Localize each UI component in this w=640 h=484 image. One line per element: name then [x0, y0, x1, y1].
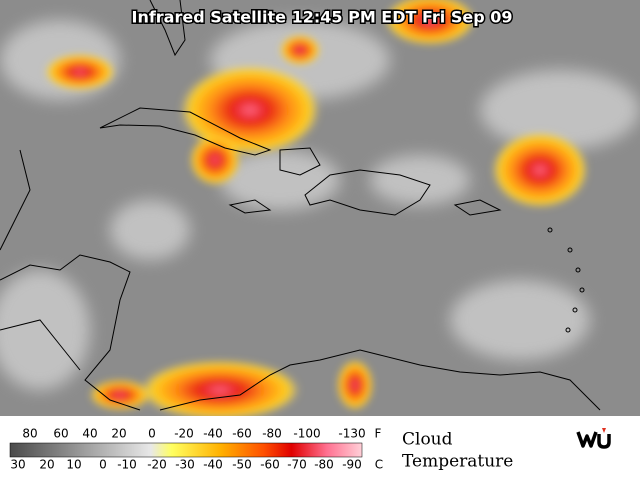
legend-caption: Temperature	[402, 452, 513, 472]
celsius-label: -30	[175, 458, 195, 472]
celsius-label: -90	[342, 458, 362, 472]
fahrenheit-label: 60	[53, 427, 68, 441]
fahrenheit-label: -100	[293, 427, 320, 441]
celsius-label: -60	[260, 458, 280, 472]
celsius-labels: 30 20 10 0 -10 -20 -30 -40 -50 -60 -70 -80 -90	[10, 458, 361, 472]
color-scale	[9, 442, 363, 458]
title: Infrared Satellite 12:45 PM EDT Fri Sep …	[131, 8, 512, 27]
fahrenheit-label: -80	[262, 427, 282, 441]
fahrenheit-label: 0	[148, 427, 156, 441]
fahrenheit-label: -130	[338, 427, 365, 441]
fahrenheit-label: -40	[203, 427, 223, 441]
fahrenheit-labels: 80 60 40 20 0 -20 -40 -60 -80 -100 -130	[22, 427, 365, 441]
celsius-label: -20	[147, 458, 167, 472]
celsius-unit: C	[375, 458, 383, 472]
celsius-label: -70	[287, 458, 307, 472]
legend-caption: Cloud	[402, 430, 453, 450]
fahrenheit-label: -20	[174, 427, 194, 441]
celsius-label: 30	[10, 458, 25, 472]
imagery	[0, 0, 640, 420]
fahrenheit-label: 80	[22, 427, 37, 441]
fahrenheit-label: 20	[111, 427, 126, 441]
fahrenheit-label: -60	[232, 427, 252, 441]
fahrenheit-unit: F	[375, 427, 382, 441]
celsius-label: 10	[66, 458, 81, 472]
logo	[576, 428, 611, 449]
celsius-label: 20	[39, 458, 54, 472]
celsius-label: 0	[99, 458, 107, 472]
celsius-label: -50	[232, 458, 252, 472]
celsius-label: -40	[203, 458, 223, 472]
celsius-label: -80	[314, 458, 334, 472]
celsius-label: -10	[117, 458, 137, 472]
fahrenheit-label: 40	[82, 427, 97, 441]
